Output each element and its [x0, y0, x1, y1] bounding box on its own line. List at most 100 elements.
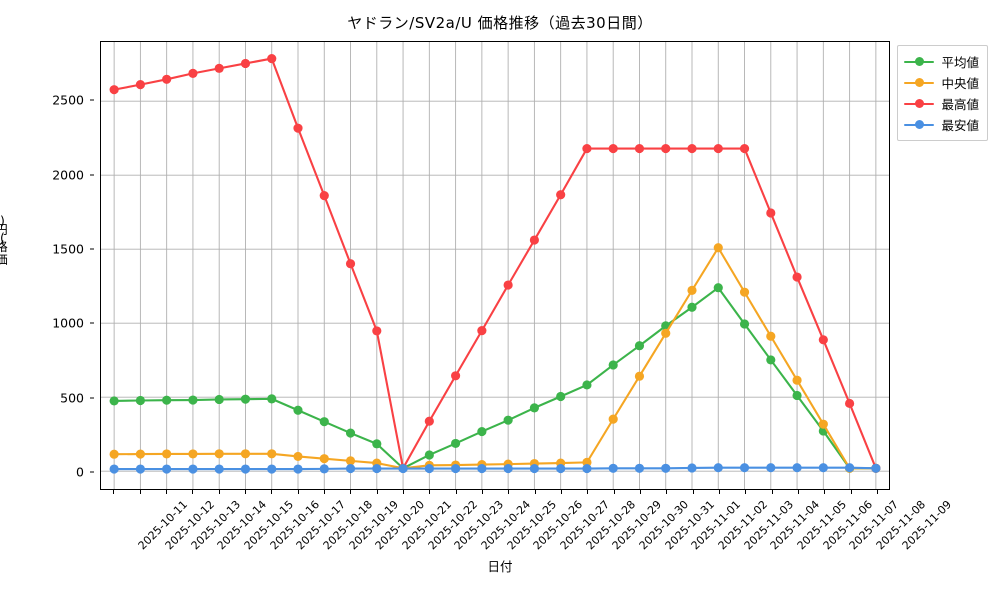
- data-point[interactable]: [529, 403, 539, 413]
- data-point[interactable]: [739, 463, 750, 473]
- data-point[interactable]: [293, 123, 303, 133]
- data-point[interactable]: [818, 335, 828, 345]
- data-point[interactable]: [267, 53, 277, 64]
- data-point[interactable]: [109, 85, 119, 95]
- data-point[interactable]: [503, 415, 513, 425]
- legend-item[interactable]: 最高値: [904, 93, 979, 114]
- data-point[interactable]: [713, 243, 723, 253]
- data-point[interactable]: [792, 390, 802, 401]
- data-point[interactable]: [608, 360, 618, 370]
- data-point[interactable]: [135, 395, 145, 406]
- data-point[interactable]: [372, 463, 382, 474]
- data-point[interactable]: [792, 272, 802, 282]
- data-point[interactable]: [135, 449, 145, 459]
- data-point[interactable]: [345, 259, 356, 269]
- data-point[interactable]: [529, 235, 539, 245]
- data-point[interactable]: [240, 464, 251, 474]
- legend-item[interactable]: 平均値: [904, 51, 979, 72]
- data-point[interactable]: [687, 143, 697, 154]
- data-point[interactable]: [293, 405, 303, 415]
- data-point[interactable]: [582, 380, 592, 390]
- data-point[interactable]: [687, 463, 697, 473]
- data-point[interactable]: [451, 371, 461, 381]
- data-point[interactable]: [608, 414, 618, 424]
- data-point[interactable]: [871, 463, 881, 473]
- data-point[interactable]: [293, 464, 303, 474]
- data-point[interactable]: [188, 68, 198, 78]
- data-point[interactable]: [792, 375, 802, 385]
- data-point[interactable]: [713, 463, 723, 473]
- data-point[interactable]: [739, 319, 750, 329]
- data-point[interactable]: [214, 394, 224, 405]
- data-point[interactable]: [634, 463, 645, 473]
- data-point[interactable]: [661, 328, 671, 338]
- data-point[interactable]: [319, 191, 329, 201]
- data-point[interactable]: [661, 463, 671, 473]
- data-point[interactable]: [345, 428, 356, 438]
- data-point[interactable]: [135, 80, 145, 90]
- data-point[interactable]: [503, 280, 513, 290]
- data-point[interactable]: [424, 450, 434, 460]
- data-point[interactable]: [582, 143, 592, 154]
- data-point[interactable]: [162, 449, 172, 459]
- data-point[interactable]: [162, 74, 172, 84]
- data-point[interactable]: [634, 371, 645, 381]
- data-point[interactable]: [608, 143, 618, 154]
- data-point[interactable]: [345, 463, 356, 474]
- data-point[interactable]: [398, 463, 408, 474]
- data-point[interactable]: [109, 449, 119, 459]
- data-point[interactable]: [739, 143, 750, 154]
- data-point[interactable]: [766, 331, 776, 341]
- data-point[interactable]: [766, 355, 776, 365]
- data-point[interactable]: [188, 449, 198, 459]
- data-point[interactable]: [608, 463, 618, 473]
- data-point[interactable]: [818, 419, 828, 429]
- data-point[interactable]: [713, 283, 723, 293]
- data-point[interactable]: [766, 208, 776, 218]
- data-point[interactable]: [240, 58, 251, 69]
- data-point[interactable]: [792, 463, 802, 473]
- data-point[interactable]: [240, 394, 251, 404]
- data-point[interactable]: [503, 463, 513, 474]
- data-point[interactable]: [214, 464, 224, 474]
- data-point[interactable]: [687, 302, 697, 312]
- data-point[interactable]: [556, 463, 566, 474]
- legend-item[interactable]: 最安値: [904, 114, 979, 135]
- data-point[interactable]: [162, 464, 172, 474]
- data-point[interactable]: [845, 463, 855, 473]
- data-point[interactable]: [451, 463, 461, 474]
- data-point[interactable]: [267, 449, 277, 459]
- data-point[interactable]: [582, 463, 592, 474]
- data-point[interactable]: [739, 287, 750, 297]
- legend-item[interactable]: 中央値: [904, 72, 979, 93]
- data-point[interactable]: [109, 464, 119, 474]
- data-point[interactable]: [556, 391, 566, 402]
- data-point[interactable]: [661, 143, 671, 154]
- data-point[interactable]: [634, 143, 645, 154]
- data-point[interactable]: [319, 417, 329, 427]
- data-point[interactable]: [135, 464, 145, 474]
- data-point[interactable]: [293, 451, 303, 462]
- data-point[interactable]: [372, 439, 382, 449]
- data-point[interactable]: [477, 463, 487, 474]
- data-point[interactable]: [162, 395, 172, 405]
- data-point[interactable]: [845, 398, 855, 409]
- data-point[interactable]: [713, 143, 723, 154]
- data-point[interactable]: [424, 463, 434, 474]
- data-point[interactable]: [267, 464, 277, 474]
- data-point[interactable]: [214, 449, 224, 459]
- data-point[interactable]: [451, 438, 461, 448]
- data-point[interactable]: [345, 456, 356, 466]
- data-point[interactable]: [477, 326, 487, 336]
- data-point[interactable]: [319, 464, 329, 474]
- data-point[interactable]: [818, 463, 828, 473]
- data-point[interactable]: [477, 426, 487, 437]
- data-point[interactable]: [240, 449, 251, 459]
- data-point[interactable]: [687, 285, 697, 295]
- data-point[interactable]: [766, 463, 776, 473]
- data-point[interactable]: [188, 395, 198, 405]
- data-point[interactable]: [424, 416, 434, 426]
- data-point[interactable]: [634, 341, 645, 351]
- data-point[interactable]: [109, 396, 119, 406]
- data-point[interactable]: [529, 463, 539, 474]
